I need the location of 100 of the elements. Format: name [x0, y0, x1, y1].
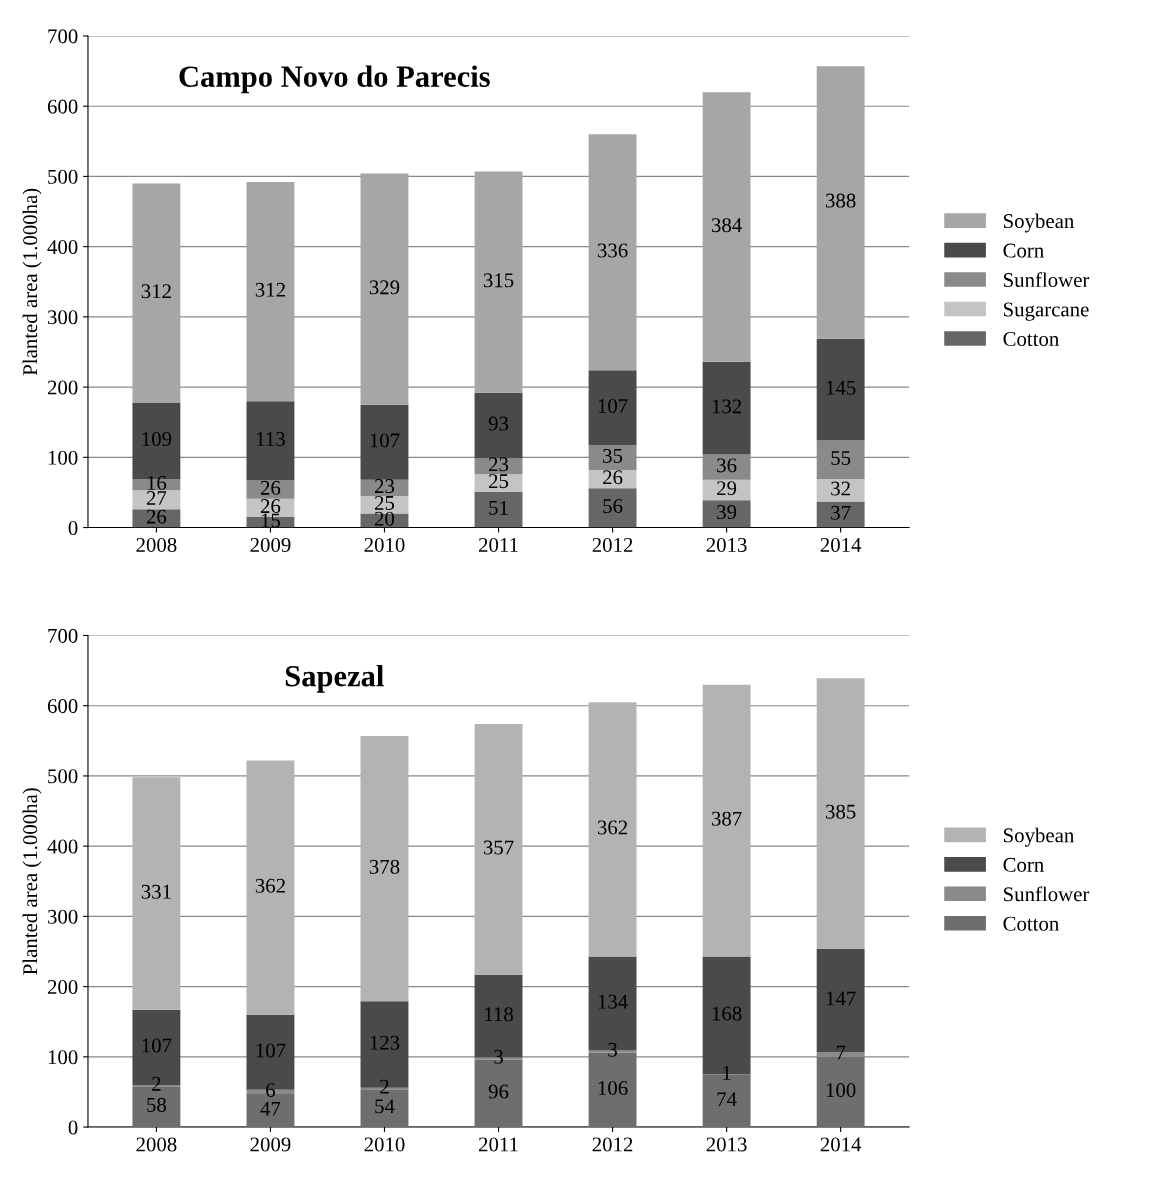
data-label: 2 [380, 1079, 389, 1094]
x-tick-label: 2013 [706, 1137, 747, 1152]
data-label: 51 [489, 500, 508, 515]
y-tick-label: 700 [48, 628, 78, 643]
y-tick-label: 200 [47, 380, 78, 395]
text: Sapezal [285, 664, 384, 693]
y-tick-label: 600 [47, 99, 78, 114]
x-tick-label: 2011 [479, 1137, 518, 1152]
bar [816, 479, 865, 502]
data-label: 58 [147, 1097, 167, 1112]
data-label: 23 [374, 479, 395, 494]
data-label: 145 [826, 380, 856, 395]
y-tick-label: 500 [48, 169, 78, 184]
bar [132, 777, 181, 1010]
bar [360, 735, 409, 1002]
x-tick-label: 2010 [364, 537, 405, 552]
bar [702, 500, 751, 528]
data-label: 25 [489, 474, 509, 489]
y-tick-label: 700 [48, 29, 78, 44]
bar [360, 404, 409, 480]
bar [246, 401, 295, 481]
y-tick-label: 400 [47, 240, 78, 255]
bar [474, 392, 523, 459]
y-tick-label: 0 [68, 520, 78, 535]
data-label: 26 [603, 470, 623, 485]
legend-label: Soybean [1003, 213, 1075, 233]
y-tick-label: 100 [48, 450, 78, 465]
y-tick-label: 300 [48, 909, 78, 924]
bar [816, 501, 865, 528]
x-tick-label: 2009 [250, 1137, 291, 1152]
data-label: 107 [256, 1043, 286, 1058]
bar [588, 134, 637, 371]
data-label: 123 [370, 1035, 400, 1050]
y-axis-title: Planted area (1.000ha) [22, 788, 42, 975]
data-label: 107 [370, 433, 400, 448]
legend-label: Sugarcane [1003, 302, 1089, 321]
data-label: 39 [717, 505, 737, 520]
bar [474, 171, 523, 393]
bar [588, 370, 637, 446]
data-label: 26 [260, 480, 281, 495]
data-label: 362 [597, 820, 628, 835]
data-label: 385 [826, 804, 856, 819]
legend-label: Cotton [1003, 916, 1059, 931]
data-label: 106 [598, 1081, 628, 1096]
bar [246, 182, 295, 402]
data-label: 26 [146, 509, 167, 524]
data-label: 56 [603, 499, 623, 514]
bar [816, 66, 865, 339]
bar [474, 491, 523, 528]
legend-label: Sunflower [1003, 886, 1090, 902]
bar [702, 92, 751, 362]
data-label: 329 [369, 280, 400, 295]
y-tick-label: 600 [47, 699, 78, 714]
data-label: 331 [141, 884, 171, 899]
data-label: 312 [141, 284, 171, 299]
x-tick-label: 2012 [592, 1137, 633, 1152]
y-tick-label: 100 [48, 1050, 78, 1065]
data-label: 118 [485, 1007, 513, 1022]
data-label: 6 [266, 1083, 276, 1098]
data-label: 29 [717, 481, 737, 496]
x-tick-label: 2014 [820, 1137, 862, 1152]
data-label: 93 [488, 416, 509, 431]
bar [360, 173, 409, 405]
bar [474, 723, 523, 975]
data-label: 54 [375, 1099, 395, 1114]
y-tick-label: 0 [68, 1120, 78, 1135]
x-tick-label: 2008 [136, 1137, 177, 1152]
data-label: 100 [826, 1083, 856, 1098]
bar [246, 760, 295, 1015]
x-tick-label: 2014 [820, 537, 862, 552]
x-tick-label: 2011 [479, 537, 518, 552]
y-tick-label: 500 [48, 769, 78, 784]
legend-label: Cotton [1003, 331, 1059, 346]
legend-label: Sunflower [1003, 272, 1090, 288]
data-label: 47 [260, 1101, 281, 1116]
data-label: 134 [598, 994, 628, 1009]
bar [588, 469, 637, 489]
text: Campo Novo do Parecis [179, 65, 490, 94]
data-label: 32 [831, 481, 850, 496]
bar [588, 488, 637, 528]
data-label: 357 [483, 840, 514, 855]
legend-label: Soybean [1003, 827, 1075, 847]
data-label: 25 [374, 495, 395, 510]
data-label: 55 [831, 451, 851, 466]
y-tick-label: 300 [48, 310, 78, 325]
data-label: 387 [711, 811, 742, 826]
y-axis-title: Planted area (1.000ha) [22, 188, 42, 376]
bar [702, 361, 751, 455]
data-label: 7 [836, 1045, 846, 1060]
bar [702, 684, 751, 957]
data-label: 15 [261, 513, 281, 528]
data-label: 74 [717, 1092, 737, 1107]
data-label: 378 [369, 859, 400, 874]
data-label: 168 [712, 1006, 742, 1021]
data-label: 27 [146, 491, 167, 505]
data-label: 36 [717, 458, 737, 473]
bar [132, 183, 181, 403]
data-label: 107 [142, 1038, 172, 1053]
bar [588, 702, 637, 957]
bar [474, 474, 523, 492]
